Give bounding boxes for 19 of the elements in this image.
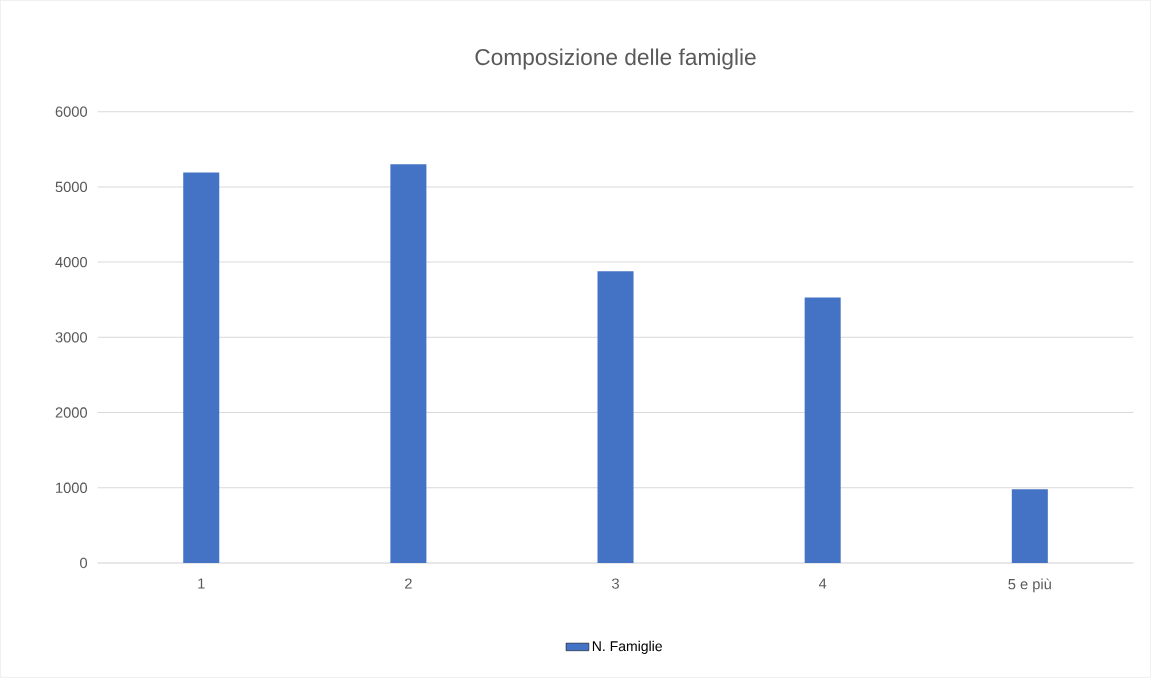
- y-tick-label: 3000: [55, 332, 88, 343]
- y-tick-label: 0: [80, 557, 88, 569]
- x-tick-label: 5 e più: [1008, 578, 1051, 593]
- y-tick-label: 4000: [55, 257, 88, 268]
- y-tick-label: 6000: [55, 106, 88, 118]
- x-tick-label: 4: [818, 578, 827, 589]
- x-tick-label: 2: [405, 578, 412, 589]
- x-tick-label: 3: [612, 578, 619, 589]
- bar: [597, 271, 634, 564]
- y-tick-label: 2000: [55, 407, 88, 418]
- bar: [183, 172, 220, 564]
- bar: [1011, 489, 1048, 564]
- bar: [390, 164, 427, 564]
- y-tick-label: 1000: [56, 482, 88, 494]
- bar: [804, 297, 841, 564]
- x-tick-label: 1: [198, 578, 205, 589]
- chart-title: Composizione delle famiglie: [475, 48, 756, 70]
- y-tick-label: 5000: [55, 181, 88, 193]
- legend-label: N. Famiglie: [592, 641, 662, 655]
